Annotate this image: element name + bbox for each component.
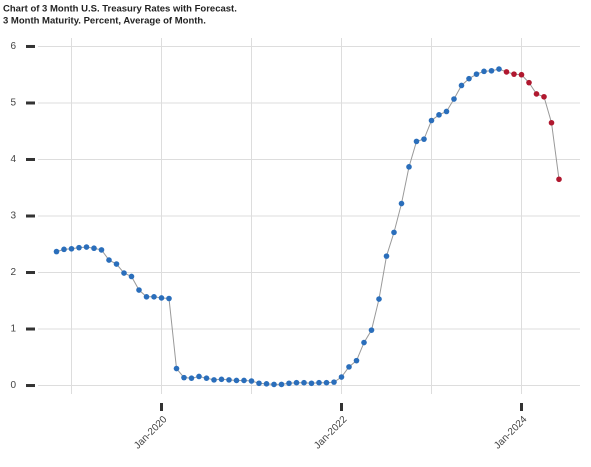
data-point [323,379,330,386]
data-point [218,376,225,383]
y-tick-mark [26,101,35,105]
data-point [473,71,480,77]
data-point [113,261,120,267]
data-point [466,75,472,82]
data-point [263,381,270,387]
forecast-point [556,176,562,183]
data-point [368,327,375,333]
y-tick-mark [26,271,35,275]
y-tick-mark [26,44,35,48]
y-tick-mark [26,157,35,161]
data-point [301,379,307,386]
data-point [226,377,232,383]
data-point [391,229,397,236]
data-point [256,380,262,387]
data-point [443,108,450,115]
data-point [233,377,240,384]
data-point [61,246,67,253]
data-point [158,295,165,301]
forecast-point [511,71,517,77]
forecast-point [526,79,532,86]
data-point [413,138,420,145]
y-tick-label: 2 [10,267,16,278]
data-point [331,379,337,385]
data-point [53,248,60,255]
data-point [383,253,390,259]
data-point [496,66,502,72]
data-point [173,365,180,372]
data-point [428,117,435,124]
data-point [308,380,315,387]
data-point [451,96,457,102]
chart-subtitle: 3 Month Maturity. Percent, Average of Mo… [3,16,206,27]
forecast-point [541,93,547,100]
x-tick-mark [520,403,523,411]
data-point [121,270,127,276]
data-point [481,68,487,75]
data-point [406,164,412,170]
forecast-point [503,69,510,75]
data-point [346,364,352,370]
data-point [376,296,382,302]
y-tick-mark [26,214,35,218]
y-tick-label: 0 [10,380,16,391]
y-tick-label: 1 [10,324,16,335]
data-point [143,294,150,300]
data-point [106,257,112,263]
data-point [98,247,105,253]
x-tick-mark [340,403,343,411]
data-point [83,244,90,250]
data-point [353,357,360,364]
data-point [458,82,465,89]
data-point [421,136,427,142]
data-point [361,339,367,346]
data-point [196,373,202,380]
data-point [203,375,210,381]
x-tick-mark [160,403,163,411]
y-tick-mark [26,327,35,331]
data-point [316,379,322,386]
data-point [488,67,495,74]
data-point [136,287,142,293]
data-point [151,294,157,300]
data-point [181,374,187,381]
data-point [166,295,172,302]
y-tick-label: 5 [10,98,16,109]
data-point [241,377,247,384]
y-tick-label: 6 [10,41,16,52]
y-tick-label: 4 [10,154,16,165]
data-point [248,378,255,384]
data-point [338,374,345,380]
data-point [278,381,285,388]
forecast-point [533,91,540,97]
data-point [211,377,217,383]
y-tick-label: 3 [10,211,16,222]
data-point [436,112,442,118]
data-point [76,244,82,251]
y-tick-mark [26,384,35,388]
data-point [398,200,405,207]
forecast-point [548,119,555,126]
data-point [128,273,135,280]
data-point [91,245,97,252]
data-point [293,379,300,386]
data-point [271,381,277,388]
data-point [286,380,292,387]
chart-title: Chart of 3 Month U.S. Treasury Rates wit… [3,4,237,15]
data-point [68,245,75,252]
data-point [188,375,195,381]
forecast-point [518,71,525,78]
